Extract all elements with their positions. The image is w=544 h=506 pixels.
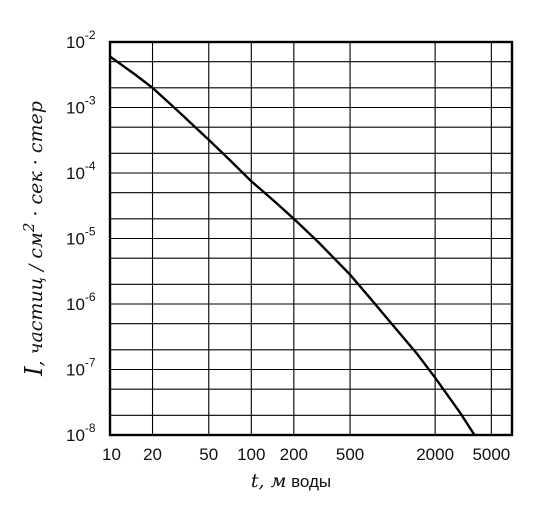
- y-axis-text: , частиц / см: [25, 232, 47, 366]
- x-tick-label: 5000: [472, 445, 510, 464]
- x-tick-label: 2000: [416, 445, 454, 464]
- series-line: [110, 55, 476, 435]
- plot-frame: [108, 40, 514, 437]
- y-tick-label: 10-3: [66, 94, 96, 118]
- x-axis-unit: воды: [286, 472, 331, 491]
- y-axis-sup: 2: [20, 223, 38, 234]
- x-axis-label: t, м воды: [251, 470, 331, 492]
- grid: [109, 42, 512, 436]
- y-axis-label: I, частиц / см2 · сек · стер: [20, 101, 48, 377]
- y-tick-label: 10-2: [66, 28, 96, 52]
- y-tick-label: 10-6: [66, 290, 96, 314]
- y-axis-variable: I: [20, 366, 48, 377]
- x-tick-label: 50: [199, 445, 218, 464]
- x-tick-label: 500: [336, 445, 364, 464]
- y-tick-labels: 10-2 10-3 10-4 10-5 10-6 10-7 10-8: [66, 28, 96, 445]
- y-axis-rest: · сек · стер: [25, 101, 47, 223]
- y-tick-label: 10-8: [66, 421, 96, 445]
- x-tick-label: 200: [280, 445, 308, 464]
- x-tick-labels: 10 20 50 100 200 500 2000 5000: [102, 445, 510, 464]
- y-tick-label: 10-5: [66, 225, 96, 249]
- x-tick-label: 100: [237, 445, 265, 464]
- x-axis-unit-italic: , м: [259, 470, 287, 492]
- x-tick-label: 20: [143, 445, 162, 464]
- y-tick-label: 10-7: [66, 356, 96, 380]
- x-axis-variable: t: [251, 470, 259, 492]
- x-tick-label: 10: [102, 445, 121, 464]
- y-tick-label: 10-4: [66, 159, 96, 183]
